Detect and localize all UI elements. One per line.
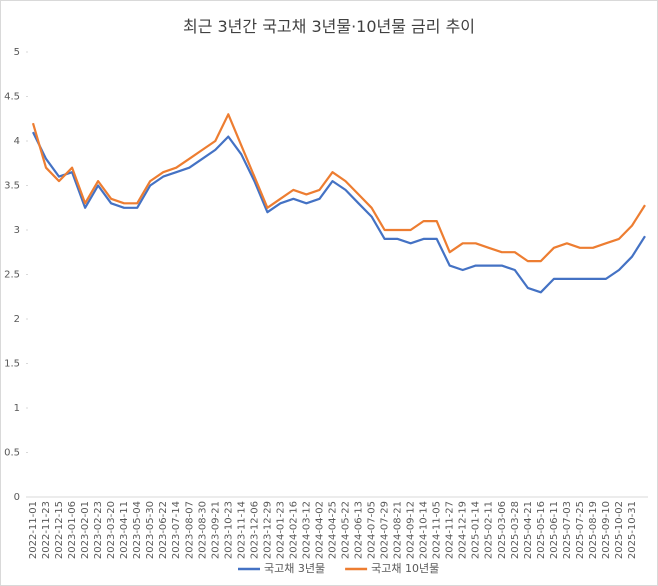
x-tick-label: 2023-05-04: [132, 501, 143, 559]
x-tick-label: 2025-02-11: [484, 501, 495, 559]
x-tick-label: 2025-07-03: [562, 501, 573, 559]
x-tick-label: 2023-01-06: [67, 501, 78, 559]
y-tick-label: 2: [14, 314, 20, 325]
x-tick-label: 2025-07-25: [575, 501, 586, 559]
y-tick-label: 4: [14, 136, 20, 147]
x-tick-label: 2025-04-21: [523, 501, 534, 559]
x-tick-label: 2023-06-22: [158, 501, 169, 559]
x-tick-label: 2025-08-19: [588, 501, 599, 559]
x-tick-label: 2023-12-29: [262, 501, 273, 559]
x-tick-label: 2024-03-12: [301, 501, 312, 559]
series-line: [31, 113, 646, 263]
x-tick-label: 2024-06-13: [354, 501, 365, 559]
x-tick-label: 2022-11-01: [28, 501, 39, 559]
x-tick-label: 2024-08-21: [393, 501, 404, 559]
x-tick-label: 2024-04-02: [314, 501, 325, 559]
x-tick-label: 2022-11-23: [41, 501, 52, 559]
x-tick-label: 2024-04-25: [327, 501, 338, 559]
x-tick-label: 2024-11-27: [445, 501, 456, 559]
x-tick-label: 2024-01-23: [275, 501, 286, 559]
series-line: [32, 131, 646, 294]
y-tick-label: 0.5: [4, 448, 20, 459]
x-tick-label: 2023-08-30: [197, 501, 208, 559]
x-tick-label: 2023-02-01: [80, 501, 91, 559]
y-tick-label: 0: [14, 492, 20, 503]
x-tick-label: 2023-03-20: [106, 501, 117, 559]
x-tick-label: 2023-07-14: [171, 501, 182, 559]
x-tick-label: 2024-11-05: [432, 501, 443, 559]
x-tick-label: 2025-10-02: [614, 501, 625, 559]
x-tick-label: 2023-12-06: [249, 501, 260, 559]
x-tick-label: 2023-10-23: [223, 501, 234, 559]
y-tick-label: 1: [14, 403, 20, 414]
x-tick-label: 2025-06-11: [549, 501, 560, 559]
x-tick-label: 2023-09-21: [210, 501, 221, 559]
y-tick-label: 1.5: [4, 359, 20, 370]
x-tick-label: 2024-07-29: [380, 501, 391, 559]
y-tick-label: 4.5: [4, 92, 20, 103]
chart-title: 최근 3년간 국고채 3년물·10년물 금리 추이: [183, 17, 475, 36]
y-tick-label: 3.5: [4, 181, 20, 192]
x-tick-label: 2022-12-15: [54, 501, 65, 559]
x-tick-label: 2023-05-30: [145, 501, 156, 559]
x-tick-label: 2025-03-28: [510, 501, 521, 559]
x-tick-label: 2024-05-22: [341, 501, 352, 559]
x-tick-label: 2025-01-14: [471, 501, 482, 559]
y-tick-label: 5: [14, 47, 20, 58]
y-tick-label: 3: [14, 225, 20, 236]
x-tick-label: 2025-03-06: [497, 501, 508, 559]
x-tick-label: 2023-11-14: [236, 501, 247, 559]
y-tick-label: 2.5: [4, 270, 20, 281]
legend-label: 국고채 3년물: [264, 562, 325, 575]
x-tick-label: 2024-09-12: [406, 501, 417, 559]
x-tick-label: 2024-02-16: [288, 501, 299, 559]
x-tick-label: 2025-09-10: [601, 501, 612, 559]
legend-label: 국고채 10년물: [371, 562, 439, 575]
x-tick-label: 2025-10-31: [627, 501, 638, 559]
x-tick-label: 2025-05-16: [536, 501, 547, 559]
x-tick-label: 2024-10-14: [419, 501, 430, 559]
x-tick-label: 2023-02-23: [93, 501, 104, 559]
x-tick-label: 2024-12-19: [458, 501, 469, 559]
x-tick-label: 2024-07-05: [367, 501, 378, 559]
x-tick-label: 2023-08-07: [184, 501, 195, 559]
x-tick-label: 2023-04-11: [119, 501, 130, 559]
